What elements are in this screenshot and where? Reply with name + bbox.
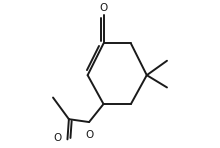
Text: O: O (99, 3, 108, 13)
Text: O: O (85, 130, 93, 140)
Text: O: O (53, 133, 62, 143)
